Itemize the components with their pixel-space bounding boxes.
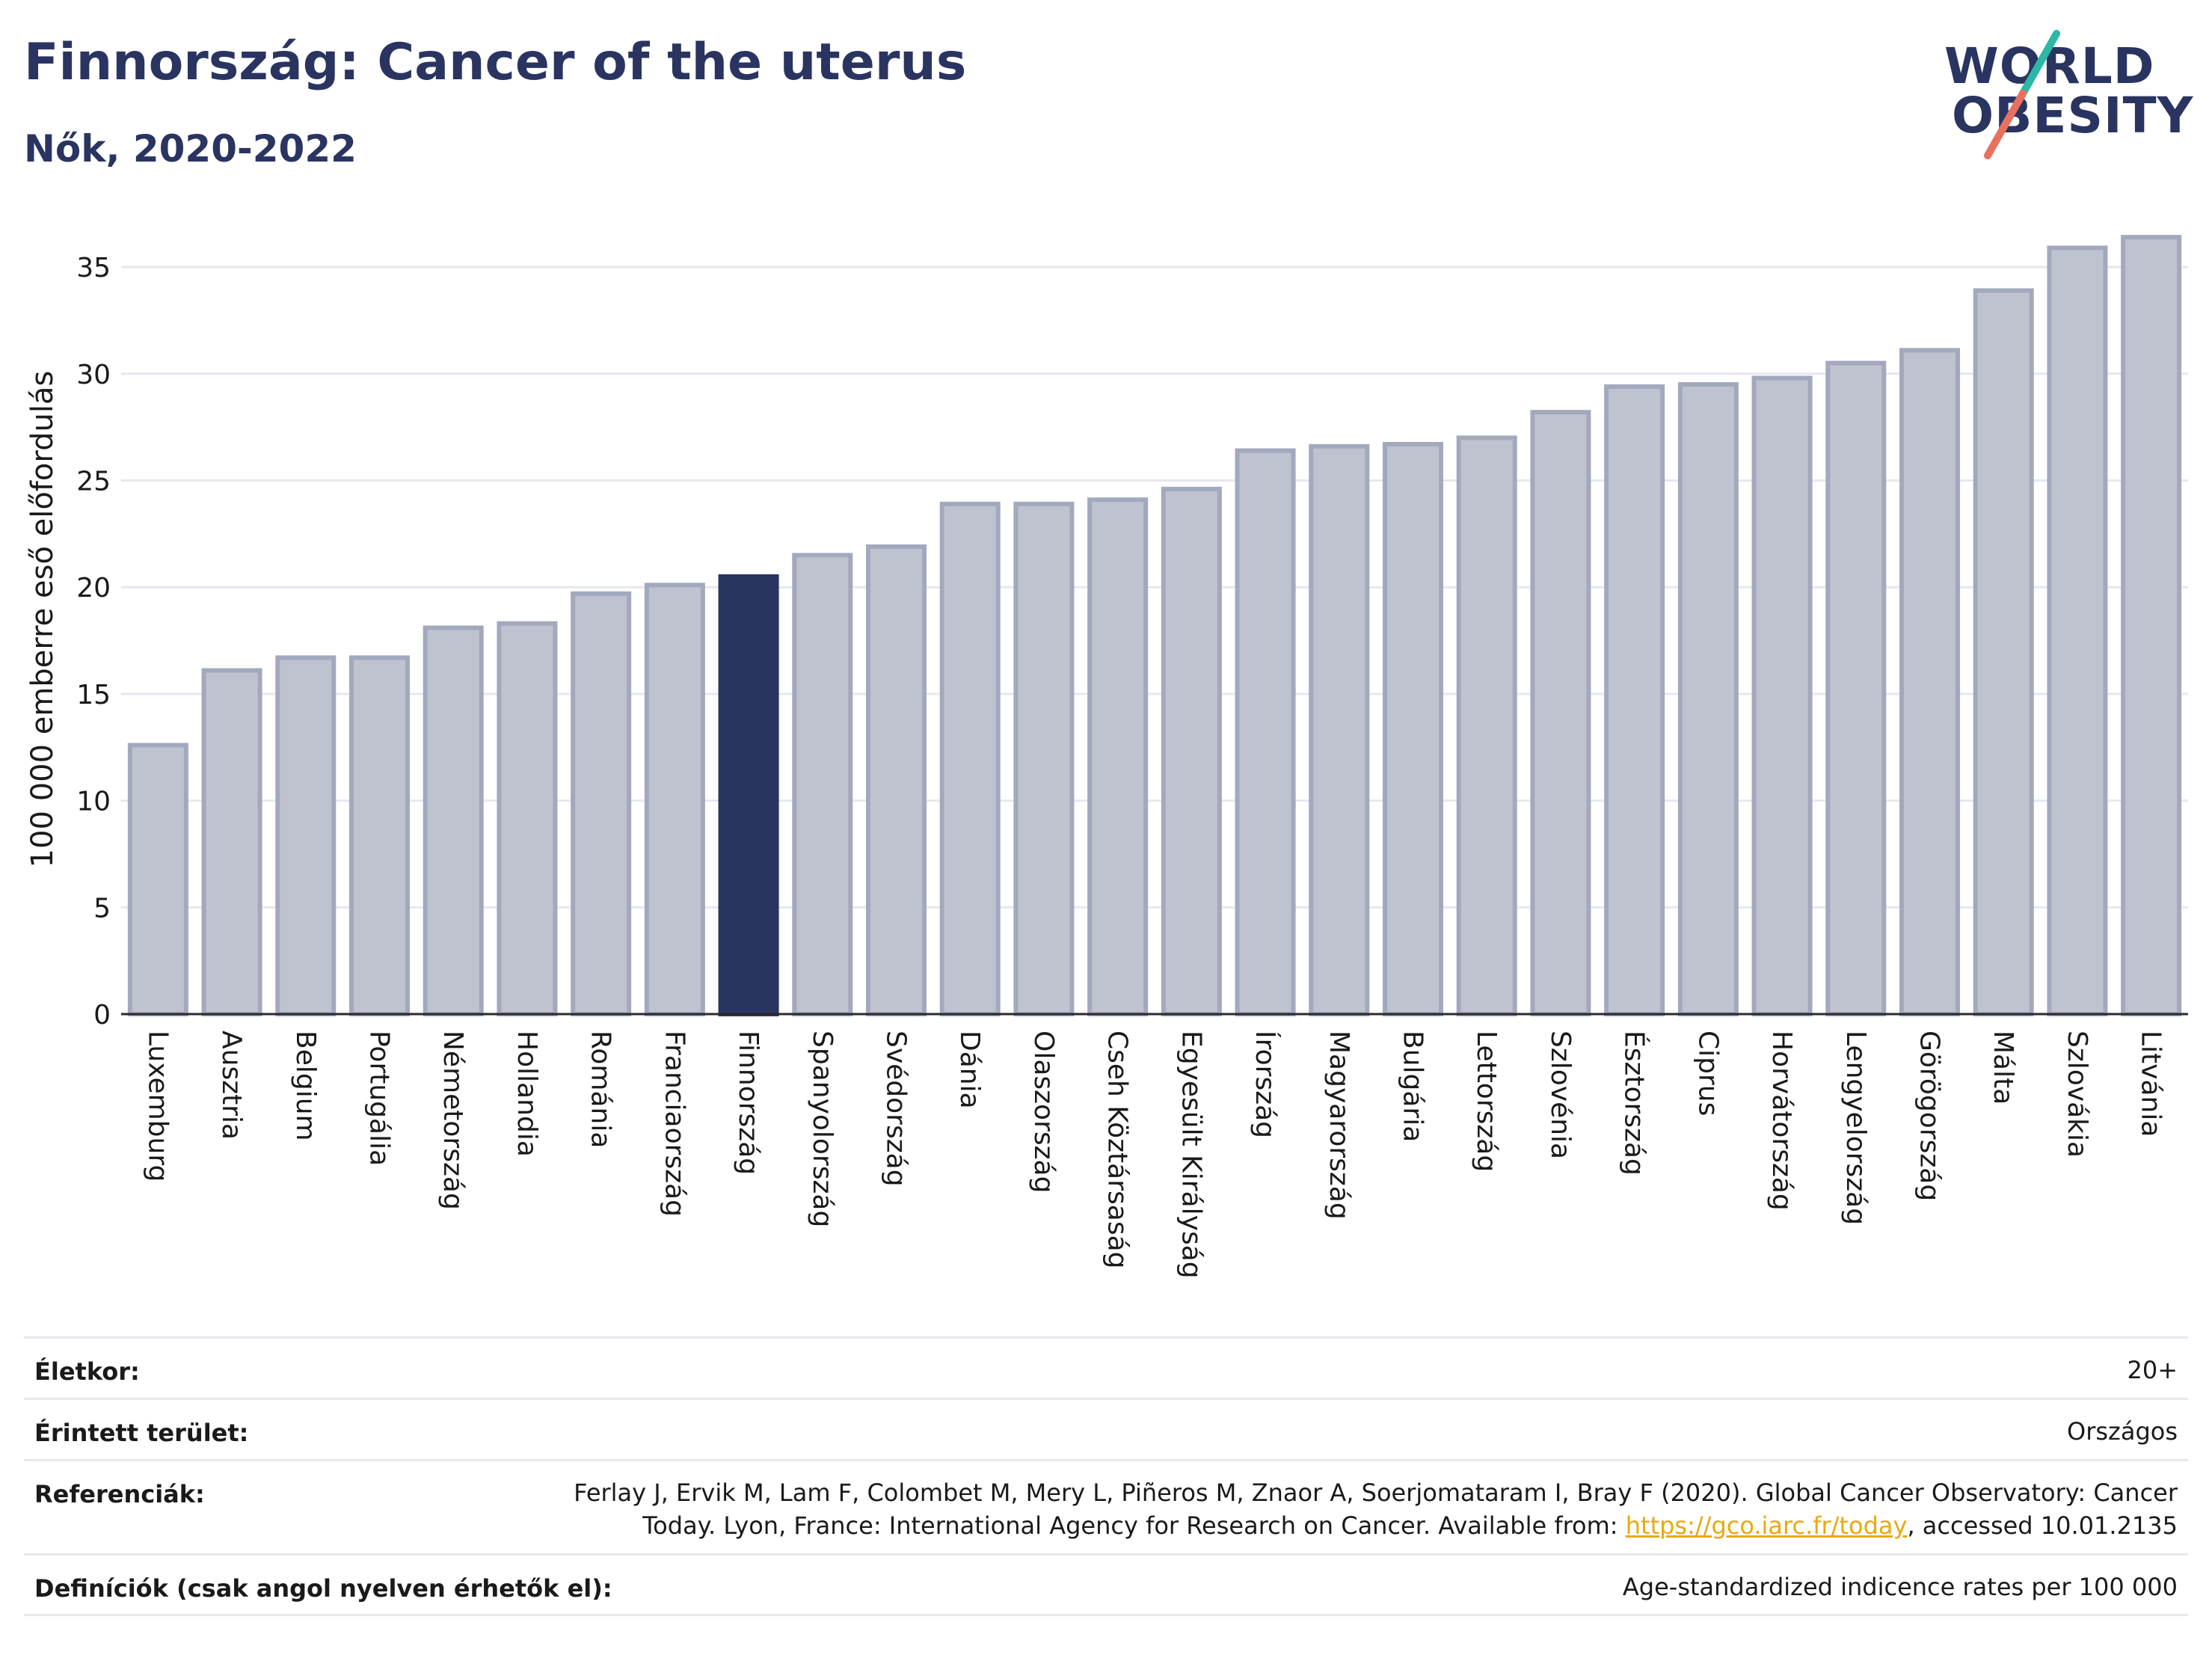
x-tick-label: Hollandia (511, 1031, 542, 1157)
x-tick-label: Írország (1250, 1031, 1281, 1138)
y-tick-label: 35 (76, 253, 111, 283)
meta-divider (24, 1459, 2188, 1461)
logo-slash-icon (1984, 30, 2060, 159)
y-tick-label: 30 (76, 360, 111, 390)
area-value: Országos (2067, 1417, 2178, 1446)
x-tick-label: Ausztria (216, 1031, 247, 1140)
area-label: Érintett terület: (34, 1419, 249, 1447)
chart-title: Finnország: Cancer of the uterus (24, 33, 967, 92)
bar (201, 668, 262, 1017)
references-line2: Today. Lyon, France: International Agenc… (574, 1509, 2178, 1542)
x-tick-label: Szlovákia (2062, 1031, 2092, 1158)
references-accessed: , accessed 10.01.2135 (1907, 1511, 2178, 1540)
x-tick-label: Olaszország (1028, 1031, 1059, 1193)
x-tick-label: Lengyelország (1840, 1031, 1871, 1225)
bar (1899, 348, 1961, 1017)
x-tick-label: Belgium (290, 1031, 321, 1141)
bar (423, 625, 484, 1016)
bar (1087, 497, 1149, 1016)
x-tick-label: Horvátország (1766, 1031, 1797, 1211)
bar (571, 591, 632, 1016)
y-axis-label: 100 000 emberre eső előfordulás (25, 371, 60, 868)
y-tick-label: 25 (76, 466, 111, 497)
x-tick-label: Cseh Köztársaság (1102, 1031, 1133, 1269)
bar (497, 621, 558, 1016)
references-label: Referenciák: (34, 1480, 205, 1508)
meta-divider (24, 1398, 2188, 1400)
x-tick-label: Ciprus (1692, 1031, 1723, 1116)
x-tick-label: Málta (1988, 1031, 2018, 1105)
bar (1309, 443, 1370, 1017)
x-tick-label: Szlovénia (1545, 1031, 1576, 1159)
references-value: Ferlay J, Ervik M, Lam F, Colombet M, Me… (574, 1476, 2178, 1542)
bar (865, 544, 927, 1016)
bar (1825, 360, 1887, 1017)
world-obesity-logo: WORLD OBESITY (1944, 22, 2194, 159)
logo-word-obesity: OBESITY (1952, 87, 2194, 144)
bar (792, 553, 853, 1017)
definitions-label: Definíciók (csak angol nyelven érhetők e… (34, 1574, 612, 1603)
x-tick-label: Egyesült Királyság (1176, 1031, 1206, 1279)
bar (2047, 245, 2108, 1016)
bar (1161, 486, 1222, 1016)
x-tick-label: Finnország (733, 1031, 764, 1175)
bar (644, 583, 705, 1016)
x-tick-label: Románia (586, 1031, 616, 1148)
bar (718, 574, 779, 1016)
references-text: Today. Lyon, France: International Agenc… (642, 1511, 1626, 1540)
y-tick-label: 20 (76, 573, 111, 604)
y-tick-label: 0 (93, 1000, 111, 1031)
bar (1235, 448, 1296, 1016)
x-tick-label: Luxemburg (142, 1031, 173, 1182)
x-tick-label: Magyarország (1324, 1031, 1354, 1220)
x-tick-label: Portugália (364, 1031, 395, 1166)
x-tick-label: Görögország (1914, 1031, 1945, 1201)
x-tick-label: Spanyolország (807, 1031, 838, 1227)
age-value: 20+ (2127, 1356, 2178, 1384)
bar (2121, 235, 2182, 1017)
y-tick-label: 5 (93, 893, 111, 924)
x-tick-label: Németország (437, 1031, 468, 1210)
x-tick-label: Bulgária (1398, 1031, 1428, 1142)
bar (1530, 410, 1591, 1017)
bar (1973, 288, 2034, 1017)
meta-divider (24, 1614, 2188, 1616)
meta-divider (24, 1336, 2188, 1339)
references-link[interactable]: https://gco.iarc.fr/today (1625, 1511, 1908, 1540)
bar-chart: 0 5 10 15 20 25 30 35 100 000 emberre eső előfor… (25, 235, 2188, 1279)
x-tick-label: Svédország (881, 1031, 912, 1187)
bar (1751, 375, 1813, 1017)
bar (1456, 435, 1517, 1016)
definitions-value: Age-standardized indicence rates per 100… (1622, 1573, 2178, 1601)
references-line1: Ferlay J, Ervik M, Lam F, Colombet M, Me… (574, 1479, 2178, 1507)
bar (348, 655, 411, 1016)
bar (275, 655, 337, 1016)
chart-subtitle: Nők, 2020-2022 (24, 127, 357, 171)
x-tick-label: Dánia (954, 1031, 985, 1109)
x-tick-label: Lettország (1471, 1031, 1502, 1172)
meta-divider (24, 1553, 2188, 1556)
x-tick-label: Észtország (1619, 1031, 1650, 1176)
x-tick-label: Franciaország (659, 1031, 689, 1217)
bar (1677, 382, 1739, 1016)
x-tick-label: Litvánia (2136, 1031, 2166, 1137)
y-tick-label: 10 (76, 787, 111, 817)
bar (1604, 384, 1665, 1017)
bar (127, 743, 188, 1016)
age-label: Életkor: (34, 1357, 140, 1386)
bar (1013, 501, 1075, 1016)
bar (1382, 441, 1444, 1016)
bar (939, 501, 1001, 1016)
y-tick-label: 15 (76, 680, 111, 710)
